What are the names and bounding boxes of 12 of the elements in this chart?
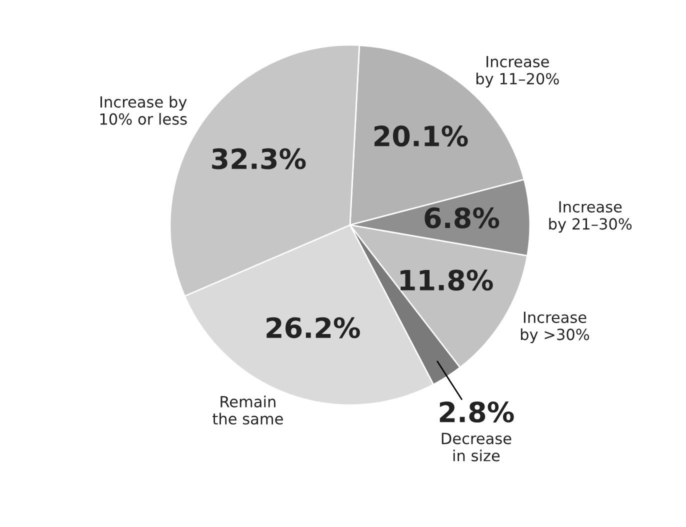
data-label: 26.2% xyxy=(266,317,360,338)
slice-label: Increase by 21–30% xyxy=(549,201,632,233)
data-label: 32.3% xyxy=(212,148,306,170)
slice-label: Decrease in size xyxy=(442,432,512,462)
slice-label: Increase by 10% or less xyxy=(100,96,187,125)
data-label: 6.8% xyxy=(424,207,500,228)
data-label: 20.1% xyxy=(374,126,468,147)
slice-label: Increase by 11–20% xyxy=(476,56,559,88)
data-label: 2.8% xyxy=(440,402,514,423)
slice-label: Remain the same xyxy=(212,396,283,425)
slice-label: Increase by >30% xyxy=(520,312,590,344)
data-label: 11.8% xyxy=(400,270,493,291)
